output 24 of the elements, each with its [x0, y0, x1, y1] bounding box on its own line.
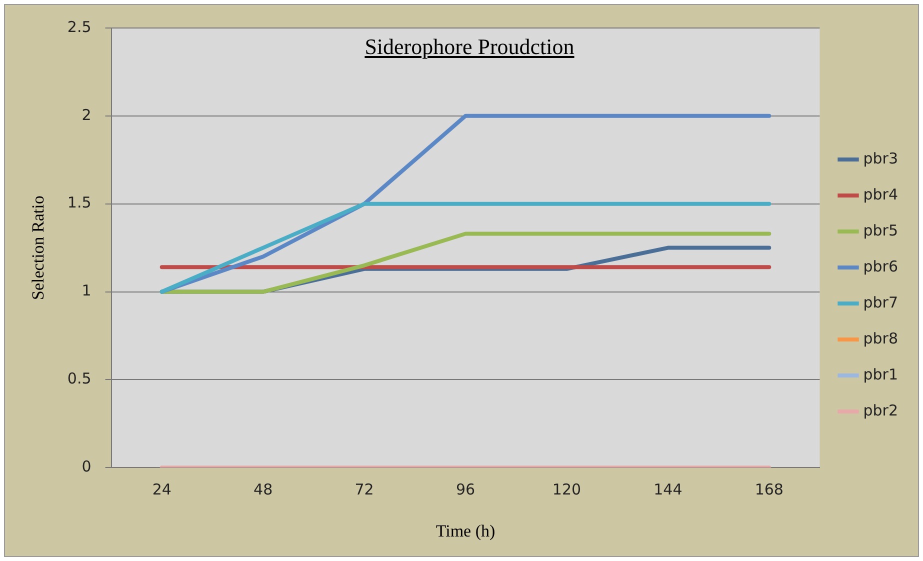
- x-tick-label: 48: [254, 480, 273, 498]
- x-axis-title: Time (h): [436, 521, 496, 540]
- y-axis-title: Selection Ratio: [28, 196, 48, 300]
- legend-label: pbr3: [863, 149, 898, 168]
- x-tick-label: 168: [754, 480, 784, 498]
- legend-label: pbr1: [863, 365, 898, 384]
- chart-title: Siderophore Proudction: [364, 34, 576, 60]
- x-tick-label: 24: [152, 480, 172, 498]
- x-tick-label: 144: [654, 480, 682, 498]
- legend-label: pbr5: [863, 221, 898, 240]
- x-tick-label: 72: [354, 480, 374, 498]
- legend-label: pbr8: [863, 329, 898, 348]
- x-tick-label: 96: [456, 480, 476, 498]
- legend-label: pbr4: [863, 185, 898, 204]
- x-tick-label: 120: [552, 480, 582, 498]
- legend-label: pbr2: [863, 401, 898, 420]
- y-tick-label: 0.5: [67, 370, 92, 388]
- y-tick-label: 1: [82, 282, 92, 300]
- y-tick-label: 2: [82, 106, 92, 124]
- y-tick-label: 2.5: [67, 18, 92, 36]
- y-tick-label: 0: [82, 457, 92, 476]
- legend-label: pbr6: [863, 257, 898, 276]
- legend-label: pbr7: [863, 293, 898, 312]
- y-tick-label: 1.5: [67, 194, 92, 212]
